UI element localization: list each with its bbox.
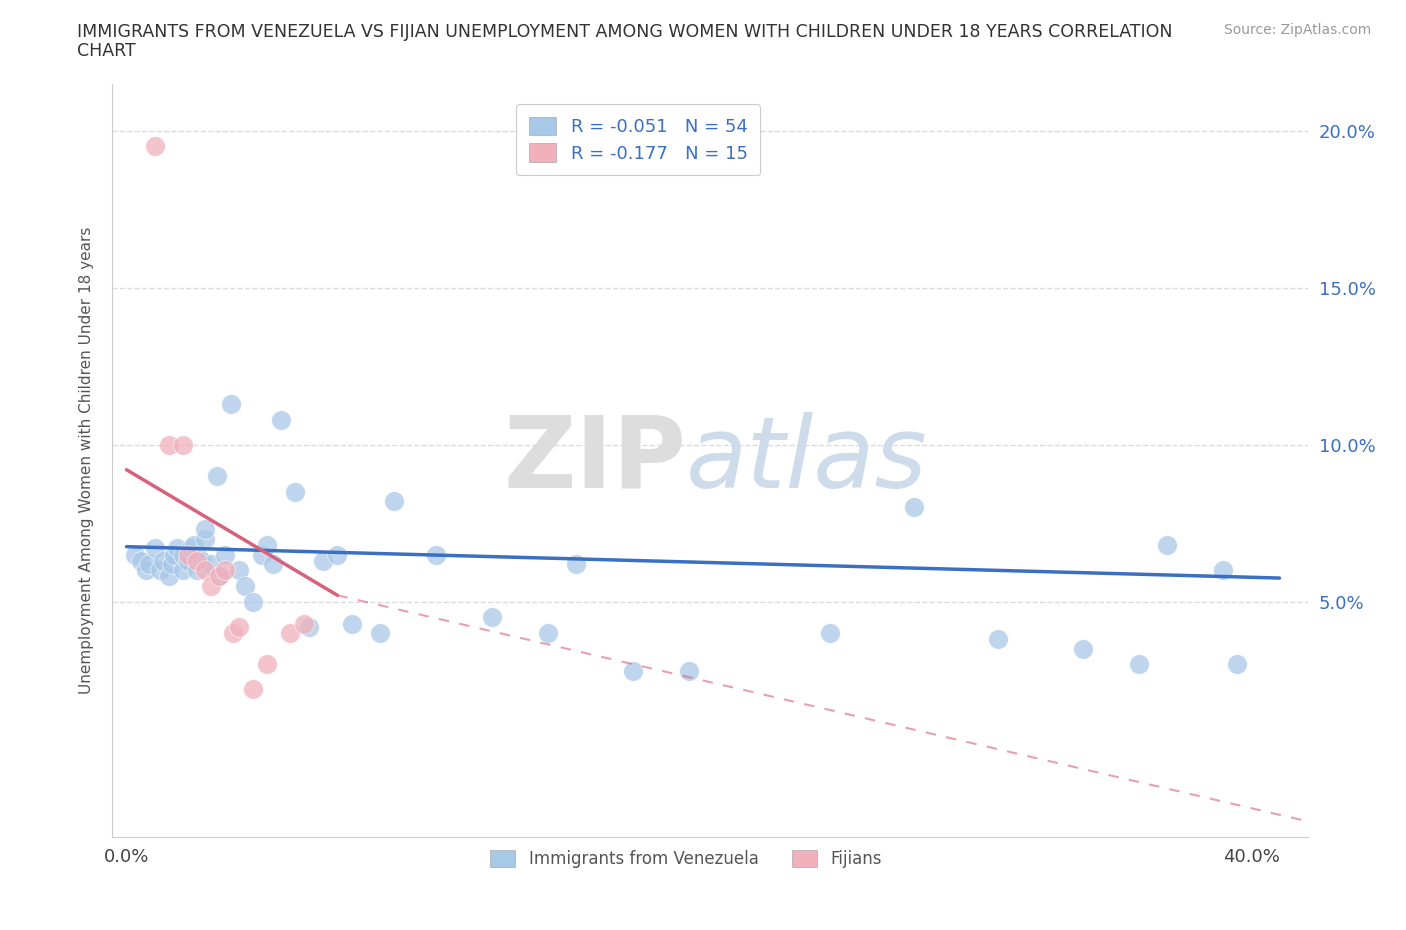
Point bbox=[129, 553, 152, 568]
Point bbox=[228, 563, 250, 578]
Point bbox=[219, 396, 242, 411]
Point bbox=[256, 657, 278, 671]
Point bbox=[1071, 642, 1094, 657]
Point bbox=[152, 553, 174, 568]
Text: atlas: atlas bbox=[686, 412, 928, 509]
Point bbox=[177, 547, 200, 562]
Point bbox=[481, 610, 503, 625]
Point bbox=[242, 594, 264, 609]
Point bbox=[138, 556, 160, 571]
Point bbox=[1226, 657, 1249, 671]
Text: IMMIGRANTS FROM VENEZUELA VS FIJIAN UNEMPLOYMENT AMONG WOMEN WITH CHILDREN UNDER: IMMIGRANTS FROM VENEZUELA VS FIJIAN UNEM… bbox=[77, 23, 1173, 41]
Point bbox=[1128, 657, 1150, 671]
Point bbox=[166, 540, 188, 555]
Point bbox=[284, 485, 307, 499]
Point bbox=[208, 569, 231, 584]
Text: CHART: CHART bbox=[77, 42, 136, 60]
Point bbox=[340, 616, 363, 631]
Point bbox=[250, 547, 273, 562]
Point bbox=[177, 553, 200, 568]
Point bbox=[194, 522, 217, 537]
Point bbox=[143, 540, 166, 555]
Point bbox=[1212, 563, 1234, 578]
Point bbox=[678, 663, 700, 678]
Point bbox=[194, 563, 217, 578]
Point bbox=[208, 569, 231, 584]
Point bbox=[292, 616, 315, 631]
Point bbox=[172, 547, 194, 562]
Y-axis label: Unemployment Among Women with Children Under 18 years: Unemployment Among Women with Children U… bbox=[79, 227, 94, 694]
Point bbox=[163, 547, 186, 562]
Point bbox=[191, 553, 214, 568]
Point bbox=[186, 547, 208, 562]
Point bbox=[903, 500, 925, 515]
Point bbox=[160, 556, 183, 571]
Point bbox=[256, 538, 278, 552]
Point bbox=[183, 538, 205, 552]
Point bbox=[124, 547, 146, 562]
Point bbox=[205, 469, 228, 484]
Text: ZIP: ZIP bbox=[503, 412, 686, 509]
Point bbox=[326, 547, 349, 562]
Point bbox=[233, 578, 256, 593]
Point bbox=[270, 412, 292, 427]
Point bbox=[565, 556, 588, 571]
Point bbox=[157, 569, 180, 584]
Point bbox=[262, 556, 284, 571]
Point bbox=[157, 437, 180, 452]
Point bbox=[143, 139, 166, 153]
Point bbox=[180, 540, 202, 555]
Point bbox=[278, 626, 301, 641]
Point bbox=[172, 563, 194, 578]
Point bbox=[149, 563, 172, 578]
Point bbox=[214, 563, 236, 578]
Text: Source: ZipAtlas.com: Source: ZipAtlas.com bbox=[1223, 23, 1371, 37]
Point bbox=[312, 553, 335, 568]
Point bbox=[222, 626, 245, 641]
Point bbox=[425, 547, 447, 562]
Point bbox=[368, 626, 391, 641]
Point bbox=[298, 619, 321, 634]
Point bbox=[242, 682, 264, 697]
Point bbox=[382, 494, 405, 509]
Point bbox=[214, 547, 236, 562]
Point bbox=[537, 626, 560, 641]
Legend: Immigrants from Venezuela, Fijians: Immigrants from Venezuela, Fijians bbox=[477, 837, 896, 882]
Point bbox=[186, 563, 208, 578]
Point bbox=[194, 531, 217, 546]
Point bbox=[200, 556, 222, 571]
Point bbox=[621, 663, 644, 678]
Point bbox=[987, 631, 1010, 646]
Point bbox=[228, 619, 250, 634]
Point bbox=[135, 563, 157, 578]
Point bbox=[200, 578, 222, 593]
Point bbox=[186, 553, 208, 568]
Point bbox=[1156, 538, 1178, 552]
Point bbox=[818, 626, 841, 641]
Point bbox=[172, 437, 194, 452]
